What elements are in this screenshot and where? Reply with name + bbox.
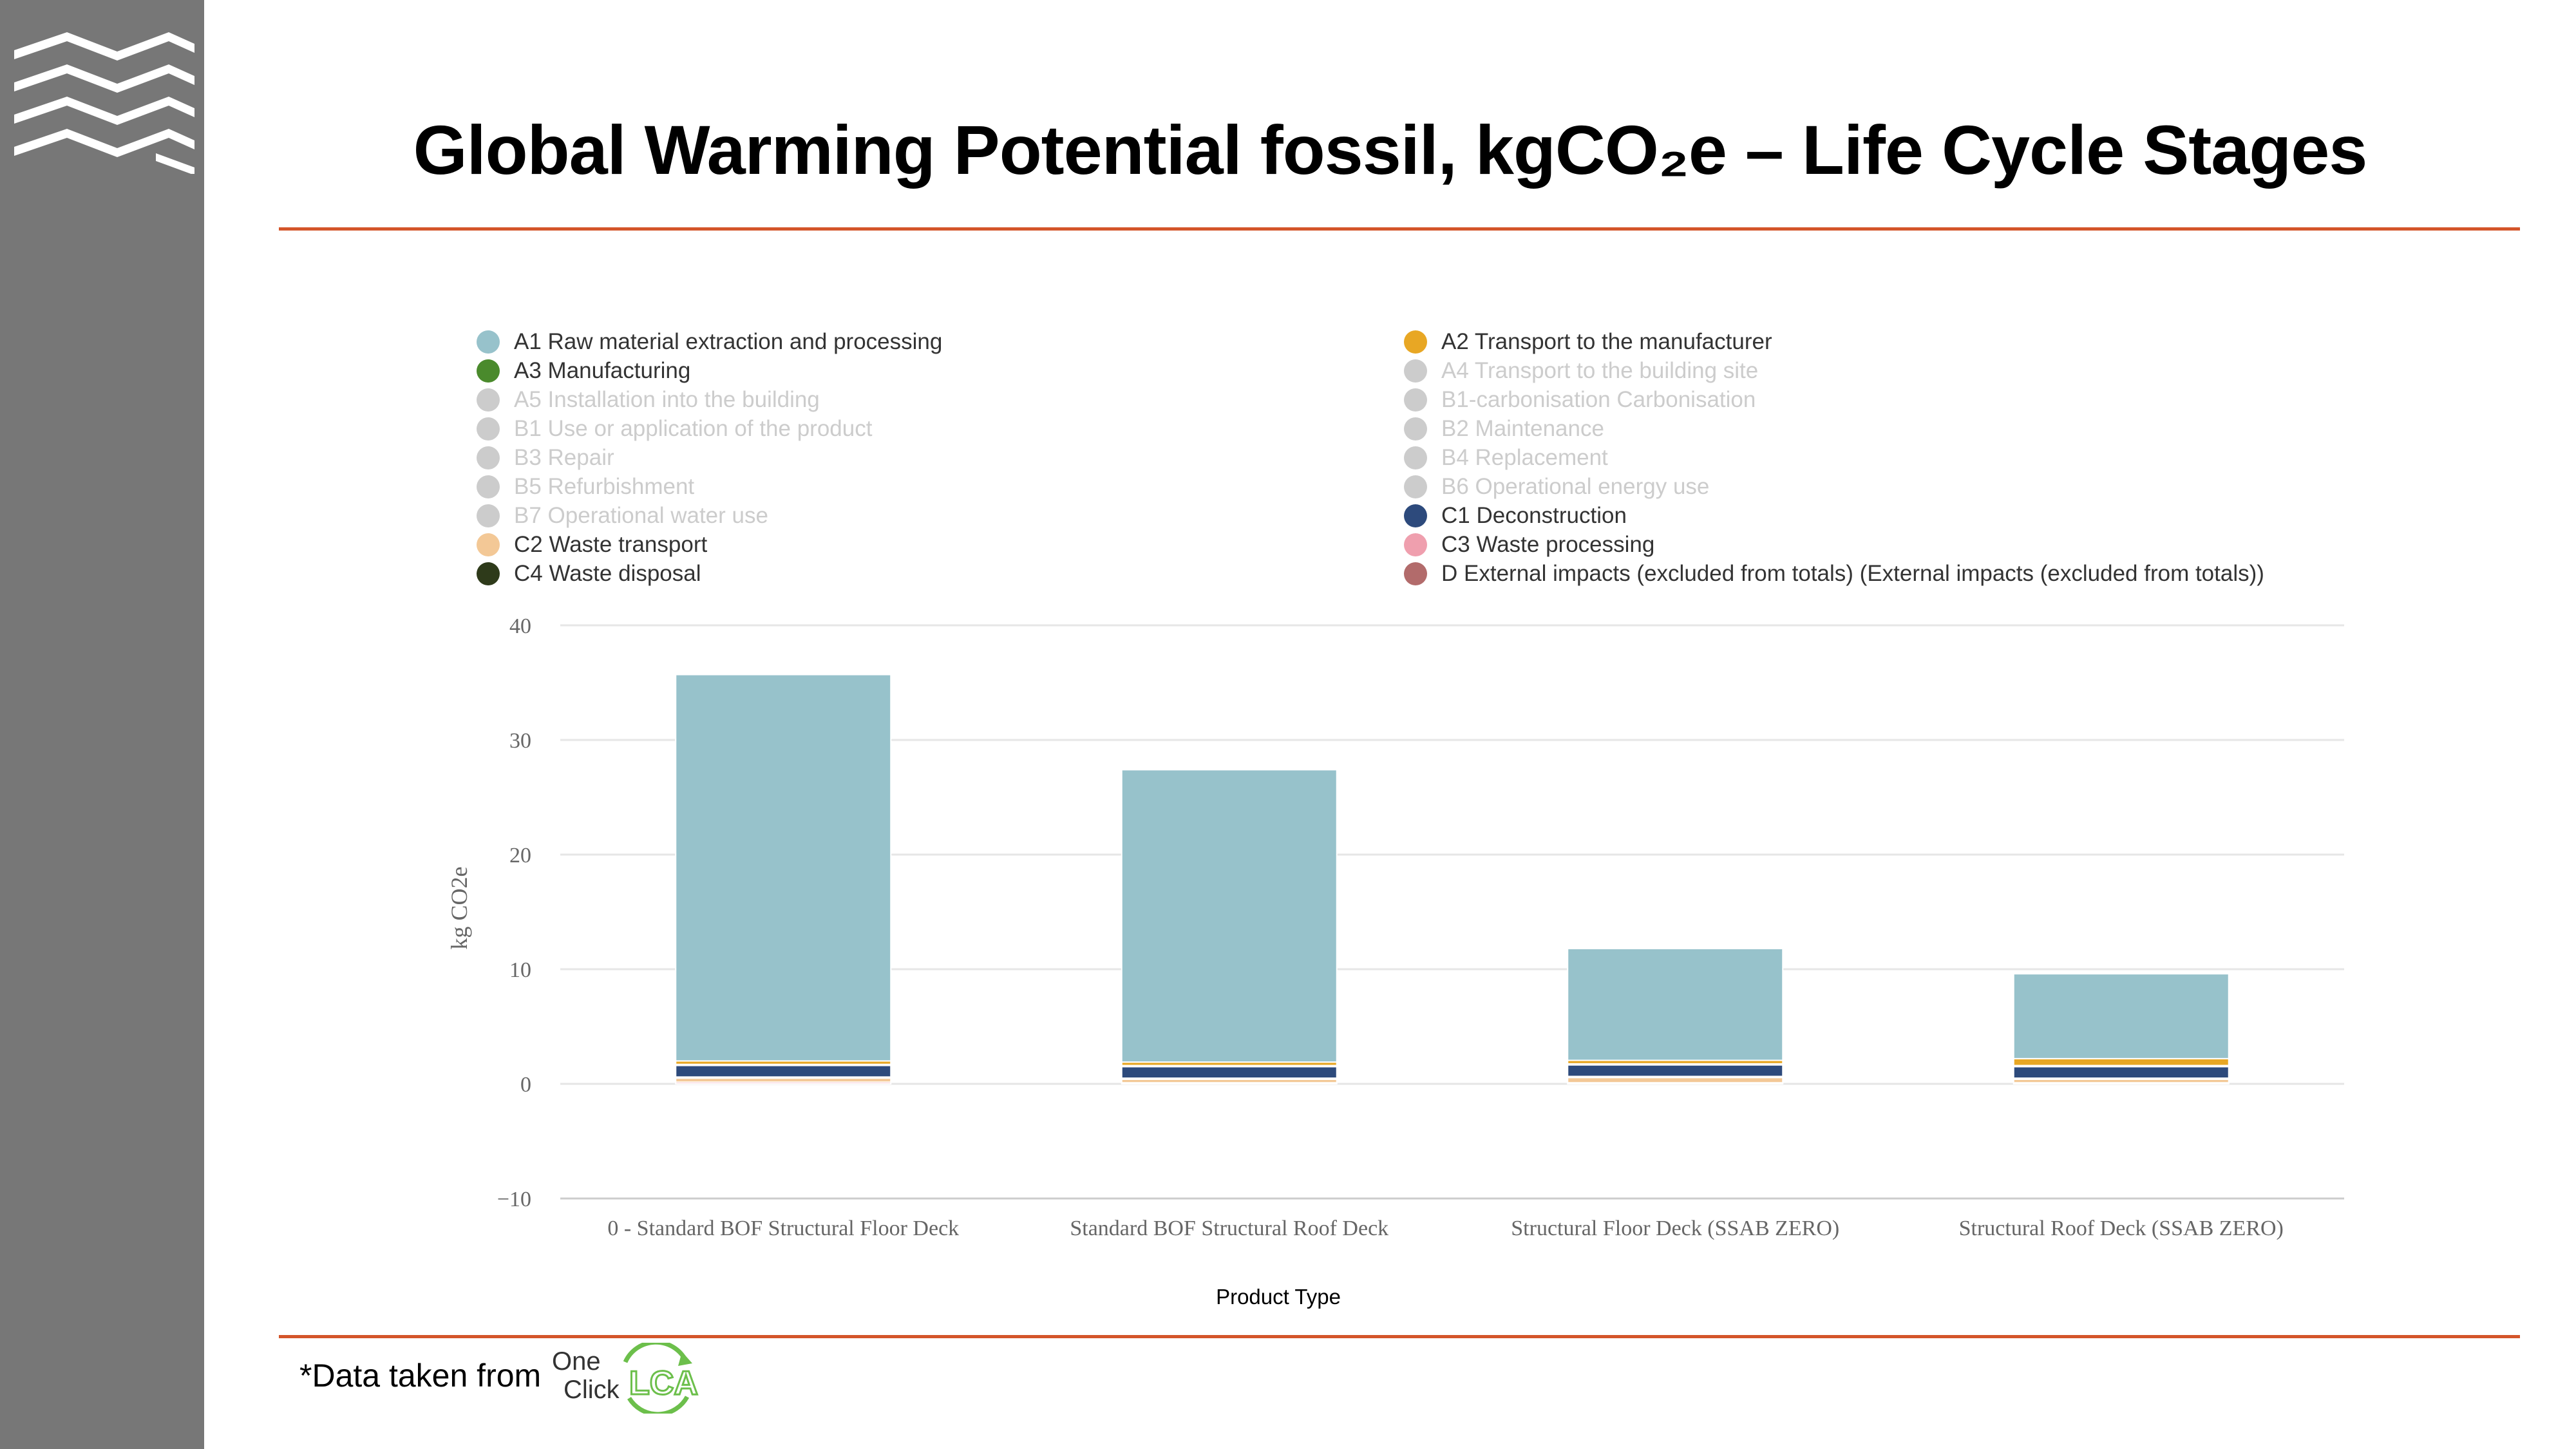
legend-label: B6 Operational energy use (1441, 473, 1710, 499)
legend-item[interactable]: A4 Transport to the building site (1404, 356, 1758, 385)
legend-item[interactable]: C4 Waste disposal (477, 559, 701, 588)
logo-click-text: Click (564, 1376, 620, 1404)
legend-label: A3 Manufacturing (514, 357, 691, 383)
legend-label: B2 Maintenance (1441, 415, 1604, 441)
legend-item[interactable]: C2 Waste transport (477, 530, 707, 559)
legend-label: C1 Deconstruction (1441, 502, 1627, 528)
bar-segment (675, 674, 892, 1062)
legend-marker (477, 504, 500, 527)
legend-item[interactable]: B2 Maintenance (1404, 414, 1604, 443)
y-tick-label: 40 (509, 614, 531, 638)
legend-marker (477, 388, 500, 412)
legend-label: A4 Transport to the building site (1441, 357, 1759, 383)
legend-label: C4 Waste disposal (514, 560, 701, 586)
legend-item[interactable]: B3 Repair (477, 443, 614, 472)
legend-label: C3 Waste processing (1441, 531, 1655, 557)
x-tick-label: Structural Floor Deck (SSAB ZERO) (1511, 1217, 1839, 1240)
legend-marker (477, 417, 500, 440)
legend-marker (1404, 562, 1427, 585)
logo-arc-top (623, 1343, 688, 1363)
legend-marker (1404, 388, 1427, 412)
legend-item[interactable]: B1-carbonisation Carbonisation (1404, 385, 1756, 414)
bar-segment (2012, 1066, 2230, 1079)
legend-item[interactable]: A3 Manufacturing (477, 356, 690, 385)
legend-marker (477, 475, 500, 498)
legend-marker (1404, 446, 1427, 469)
legend-label: A5 Installation into the building (514, 386, 820, 412)
legend-marker (477, 330, 500, 354)
legend-label: B3 Repair (514, 444, 614, 470)
legend-marker (1404, 330, 1427, 354)
legend-marker (1404, 504, 1427, 527)
one-click-lca-logo: One Click LCA (552, 1343, 699, 1414)
legend-marker (1404, 475, 1427, 498)
bar-segment (1121, 769, 1338, 1063)
legend-label: D External impacts (excluded from totals… (1441, 560, 2264, 586)
x-tick-label: Structural Roof Deck (SSAB ZERO) (1959, 1217, 2284, 1240)
bar-segment (675, 1065, 892, 1078)
chart-legend: A1 Raw material extraction and processin… (477, 327, 2537, 598)
legend-label: B5 Refurbishment (514, 473, 695, 499)
x-tick-label: 0 - Standard BOF Structural Floor Deck (607, 1217, 959, 1240)
legend-item[interactable]: A5 Installation into the building (477, 385, 820, 414)
title-divider (279, 227, 2520, 231)
legend-item[interactable]: B1 Use or application of the product (477, 414, 872, 443)
legend-item[interactable]: A1 Raw material extraction and processin… (477, 327, 942, 356)
logo-arc-bottom (627, 1396, 690, 1414)
bar-segment (1121, 1066, 1338, 1079)
legend-marker (477, 359, 500, 383)
legend-label: B1 Use or application of the product (514, 415, 873, 441)
logo-arrow-top (678, 1352, 692, 1366)
legend-item[interactable]: B5 Refurbishment (477, 472, 694, 501)
legend-marker (477, 562, 500, 585)
company-logo (14, 32, 194, 174)
legend-label: C2 Waste transport (514, 531, 708, 557)
x-tick-label: Standard BOF Structural Roof Deck (1070, 1217, 1388, 1240)
y-tick-label: −10 (497, 1188, 531, 1211)
logo-one-text: One (552, 1347, 601, 1376)
legend-item[interactable]: C1 Deconstruction (1404, 501, 1627, 530)
y-tick-label: 20 (509, 844, 531, 867)
bar-segment (2012, 1057, 2230, 1066)
legend-label: A2 Transport to the manufacturer (1441, 328, 1772, 354)
legend-item[interactable]: B6 Operational energy use (1404, 472, 1709, 501)
bar-segment (2012, 973, 2230, 1059)
legend-item[interactable]: A2 Transport to the manufacturer (1404, 327, 1772, 356)
logo-lca-text: LCA (629, 1365, 698, 1402)
legend-label: A1 Raw material extraction and processin… (514, 328, 943, 354)
legend-marker (477, 446, 500, 469)
page-title: Global Warming Potential fossil, kgCO₂e … (413, 111, 2368, 189)
bar-segment (1567, 947, 1784, 1061)
legend-label: B1-carbonisation Carbonisation (1441, 386, 1756, 412)
legend-marker (1404, 417, 1427, 440)
source-note: *Data taken from (299, 1358, 542, 1394)
footer-divider (279, 1335, 2520, 1338)
bar-segment (1567, 1077, 1784, 1084)
legend-item[interactable]: C3 Waste processing (1404, 530, 1654, 559)
legend-label: B4 Replacement (1441, 444, 1608, 470)
legend-marker (1404, 359, 1427, 383)
sidebar (0, 0, 204, 1449)
y-axis-title: kg CO2e (446, 866, 472, 950)
legend-marker (1404, 533, 1427, 556)
legend-item[interactable]: B4 Replacement (1404, 443, 1608, 472)
legend-label: B7 Operational water use (514, 502, 768, 528)
y-tick-label: 30 (509, 729, 531, 753)
bar-segment (1567, 1064, 1784, 1077)
x-axis-title: Product Type (1216, 1285, 1341, 1309)
legend-item[interactable]: D External impacts (excluded from totals… (1404, 559, 2264, 588)
legend-item[interactable]: B7 Operational water use (477, 501, 768, 530)
legend-marker (477, 533, 500, 556)
y-tick-label: 0 (520, 1073, 531, 1097)
y-tick-label: 10 (509, 958, 531, 982)
